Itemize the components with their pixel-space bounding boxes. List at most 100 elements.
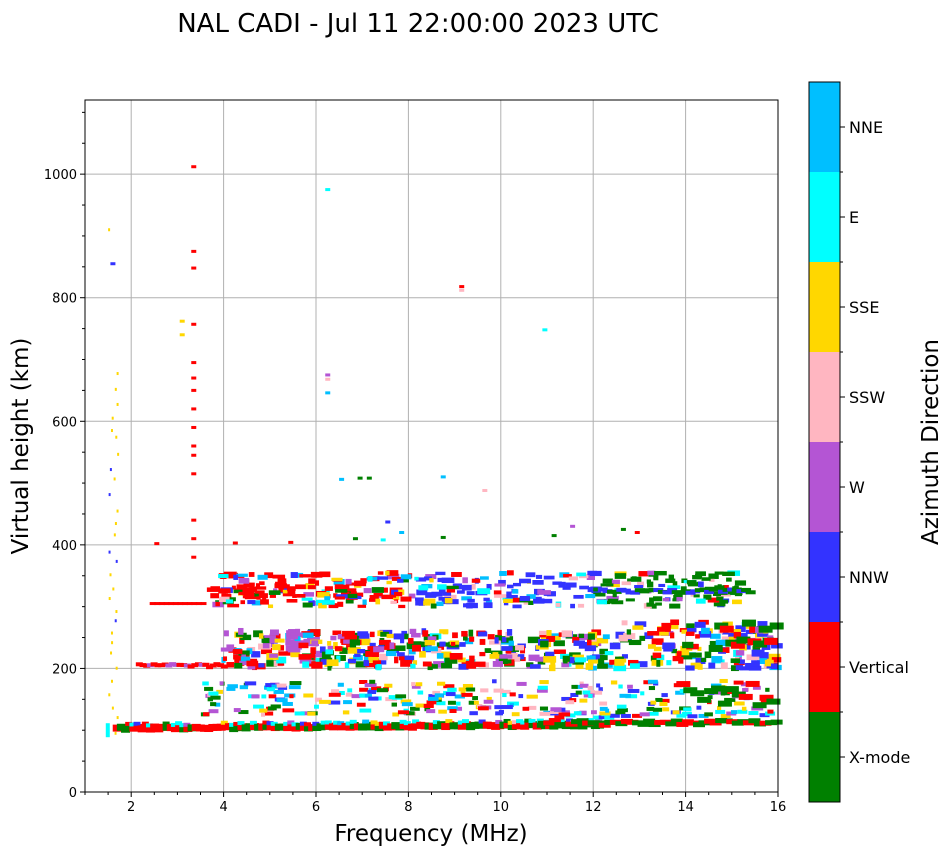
echo-point: [221, 593, 228, 599]
echo-point: [415, 703, 428, 708]
echo-point: [366, 476, 372, 480]
echo-point: [676, 713, 687, 718]
echo-point: [516, 681, 527, 686]
echo-point: [232, 541, 238, 545]
echo-point: [681, 711, 692, 716]
echo-point: [477, 706, 489, 711]
echo-point: [713, 602, 726, 607]
echo-point: [587, 587, 595, 593]
echo-point: [565, 721, 578, 727]
echo-point: [661, 693, 668, 698]
echo-point: [546, 630, 552, 637]
echo-point: [321, 651, 331, 659]
echo-point: [507, 720, 515, 725]
echo-point: [380, 631, 389, 637]
echo-point: [506, 570, 514, 576]
echo-point: [653, 646, 662, 652]
x-tick-label: 12: [585, 800, 602, 815]
echo-point: [598, 722, 611, 728]
echo-point: [334, 646, 343, 651]
echo-point: [114, 619, 117, 623]
echo-point: [320, 720, 328, 725]
echo-point: [466, 687, 476, 692]
echo-point: [450, 641, 456, 646]
echo-point: [457, 720, 465, 725]
echo-point: [596, 599, 608, 605]
echo-point: [331, 689, 340, 694]
echo-point: [652, 707, 663, 712]
echo-point: [373, 593, 383, 597]
echo-point: [258, 633, 264, 639]
echo-point: [191, 322, 197, 326]
echo-point: [114, 387, 117, 391]
echo-point: [375, 598, 381, 605]
echo-point: [269, 653, 278, 658]
echo-point: [264, 635, 276, 641]
echo-point: [344, 634, 358, 641]
echo-point: [291, 722, 299, 727]
echo-point: [563, 574, 572, 578]
echo-point: [213, 662, 221, 667]
echo-point: [398, 654, 405, 661]
echo-point: [326, 659, 339, 667]
echo-point: [278, 645, 285, 651]
echo-point: [599, 711, 611, 716]
echo-point: [359, 687, 369, 692]
echo-point: [553, 640, 565, 647]
echo-point: [310, 629, 321, 636]
echo-point: [685, 631, 695, 636]
echo-point: [736, 636, 751, 644]
echo-point: [587, 685, 593, 690]
echo-point: [378, 660, 387, 665]
colorbar-segment: [809, 262, 840, 352]
echo-point: [536, 688, 548, 693]
echo-point: [492, 661, 503, 667]
echo-point: [733, 680, 744, 685]
echo-point: [262, 637, 270, 644]
echo-point: [533, 598, 545, 604]
echo-point: [417, 690, 424, 695]
echo-point: [760, 699, 770, 704]
colorbar-tick-label: NNE: [849, 118, 883, 137]
echo-point: [570, 524, 576, 528]
echo-point: [414, 597, 424, 601]
echo-point: [357, 604, 367, 608]
echo-point: [568, 576, 579, 581]
echo-point: [398, 604, 406, 609]
echo-point: [461, 692, 473, 697]
echo-point: [639, 712, 650, 717]
echo-point: [751, 660, 760, 667]
echo-point: [356, 702, 366, 707]
echo-point: [458, 687, 468, 692]
echo-point: [573, 594, 584, 599]
echo-point: [337, 601, 344, 607]
echo-point: [447, 687, 457, 692]
echo-point: [625, 598, 635, 602]
echo-point: [410, 663, 416, 669]
echo-point: [479, 638, 486, 645]
echo-point: [333, 642, 338, 650]
echo-point: [299, 721, 307, 726]
echo-point: [548, 718, 561, 724]
echo-point: [364, 683, 377, 688]
echo-point: [604, 651, 614, 656]
echo-point: [114, 731, 117, 735]
echo-point: [264, 685, 269, 690]
echo-point: [434, 693, 444, 698]
echo-point: [303, 638, 312, 646]
echo-point: [116, 372, 119, 376]
echo-point: [577, 603, 585, 608]
echo-point: [397, 652, 405, 657]
echo-point: [236, 584, 247, 590]
echo-point: [697, 646, 702, 652]
echo-point: [770, 663, 778, 670]
echo-point: [335, 589, 348, 593]
echo-point: [522, 706, 530, 711]
echo-point: [565, 713, 576, 718]
colorbar-segment: [809, 442, 840, 532]
echo-point: [720, 691, 726, 696]
echo-point: [457, 657, 466, 663]
echo-point: [701, 627, 710, 634]
echo-point: [240, 634, 252, 641]
echo-point: [115, 610, 118, 614]
